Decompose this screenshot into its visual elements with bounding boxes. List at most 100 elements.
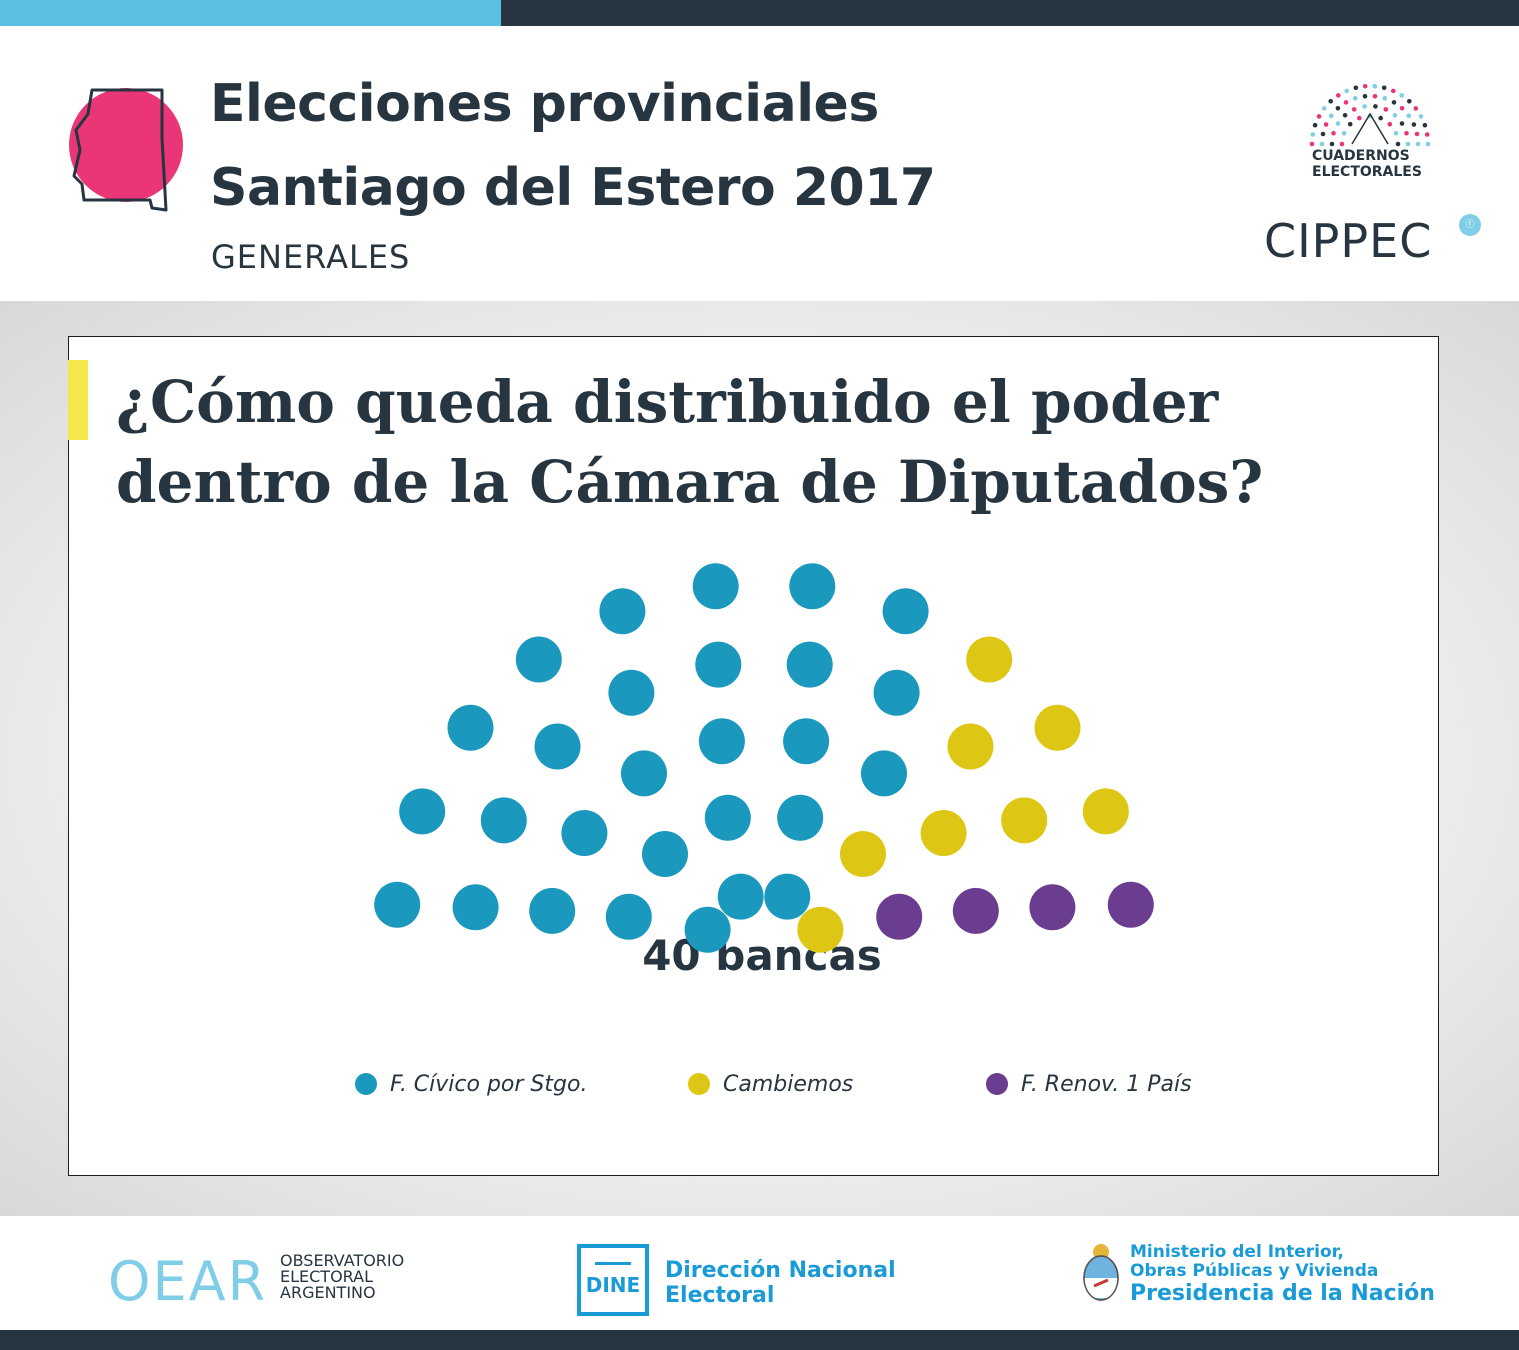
logo-dot	[1339, 141, 1345, 147]
header-title-line1: Elecciones provinciales	[210, 74, 879, 134]
seat	[1107, 881, 1154, 928]
seat	[684, 906, 731, 953]
logo-dot	[1399, 93, 1404, 98]
logo-dot	[1312, 122, 1318, 128]
logo-dot	[1372, 84, 1378, 89]
seat	[876, 893, 923, 940]
logo-triangle	[1351, 112, 1389, 145]
seat	[920, 810, 967, 856]
cippec-badge-icon: ⓕ	[1459, 214, 1481, 236]
footer-bar	[0, 1330, 1519, 1350]
seat	[786, 641, 833, 688]
logo-dot	[1352, 96, 1358, 101]
seat	[695, 641, 742, 688]
seat	[605, 893, 652, 940]
total-seats-label: 40 bancas	[642, 931, 882, 980]
logo-dot	[1422, 122, 1428, 128]
logo-dot	[1341, 131, 1347, 136]
ministerio-text: Ministerio del Interior, Obras Públicas …	[1130, 1243, 1435, 1307]
seat	[717, 873, 764, 920]
oear-logo-text: OBSERVATORIO ELECTORAL ARGENTINO	[280, 1253, 404, 1301]
logo-dot	[1321, 106, 1327, 111]
logo-dot	[1383, 107, 1389, 112]
logo-dot	[1320, 131, 1326, 137]
logo-dot	[1415, 141, 1421, 147]
seat	[399, 788, 446, 835]
logo-dot	[1335, 121, 1341, 126]
dine-line1: Dirección Nacional	[665, 1258, 896, 1283]
national-shield-icon	[1083, 1244, 1119, 1301]
logo-dot	[1347, 121, 1353, 127]
seat	[515, 636, 562, 683]
cuadernos-logo-text: CUADERNOS ELECTORALES	[1312, 148, 1422, 180]
logo-dot	[1342, 113, 1348, 118]
logo-dot	[1328, 99, 1333, 104]
cippec-logo: CIPPEC	[1264, 214, 1433, 268]
seat	[947, 723, 994, 770]
cuadernos-line1: CUADERNOS	[1312, 148, 1410, 164]
seat	[608, 669, 655, 716]
legend-dot	[688, 1073, 710, 1095]
title-accent-bar	[68, 360, 88, 440]
logo-dot	[1406, 113, 1412, 119]
seat	[797, 906, 844, 953]
seat	[447, 704, 494, 751]
logo-dot	[1414, 131, 1420, 137]
seat	[599, 588, 646, 635]
logo-dot	[1343, 100, 1349, 105]
seat	[952, 887, 999, 934]
logo-dot	[1351, 107, 1357, 112]
logo-dot	[1378, 115, 1383, 121]
logo-dot	[1336, 93, 1341, 98]
logo-dot	[1413, 106, 1419, 111]
logo-dot	[1395, 141, 1401, 147]
logo-dot	[1387, 121, 1393, 127]
header-subtitle: GENERALES	[211, 238, 411, 276]
seat	[873, 669, 920, 716]
chart-question-title: ¿Cómo queda distribuido el poder dentro …	[116, 368, 1264, 516]
logo-dot	[1425, 141, 1431, 147]
chart-card	[68, 336, 1439, 1176]
province-map-icon	[69, 88, 183, 212]
logo-dot	[1362, 104, 1367, 109]
seat	[698, 718, 745, 765]
logo-dot	[1362, 84, 1368, 89]
cuadernos-line2: ELECTORALES	[1312, 164, 1422, 180]
seat	[561, 810, 608, 856]
logo-dot	[1411, 122, 1417, 127]
legend-dot	[355, 1073, 377, 1095]
logo-dot	[1418, 114, 1424, 119]
cuadernos-electorales-logo	[1309, 84, 1431, 147]
logo-dot	[1381, 85, 1387, 91]
top-dark-bar	[501, 0, 1519, 26]
seat	[777, 794, 824, 841]
oear-line2: ELECTORAL	[280, 1267, 373, 1286]
seat	[966, 636, 1013, 683]
logo-dot	[1329, 141, 1335, 147]
seat	[534, 723, 581, 770]
dine-line2: Electoral	[665, 1283, 775, 1308]
logo-dot	[1362, 94, 1368, 99]
logo-dot	[1373, 104, 1378, 109]
legend-dot	[986, 1073, 1008, 1095]
logo-dot	[1357, 115, 1362, 121]
ministerio-line3: Presidencia de la Nación	[1130, 1281, 1435, 1306]
legend-label: F. Cívico por Stgo.	[390, 1072, 588, 1097]
header	[0, 26, 1519, 301]
oear-logo: OEAR	[108, 1250, 268, 1313]
seat	[764, 873, 811, 920]
logo-dot	[1316, 114, 1322, 119]
logo-dot	[1399, 106, 1405, 111]
logo-dot	[1309, 141, 1315, 147]
logo-dot	[1382, 96, 1388, 101]
ministerio-line1: Ministerio del Interior,	[1130, 1242, 1345, 1262]
dine-text: Dirección Nacional Electoral	[665, 1258, 896, 1308]
seat	[704, 794, 751, 841]
seat	[452, 884, 499, 931]
logo-dot	[1353, 85, 1359, 91]
seat	[783, 718, 830, 765]
logo-dot	[1319, 141, 1325, 147]
logo-dot	[1393, 131, 1399, 136]
logo-dot	[1335, 106, 1341, 111]
